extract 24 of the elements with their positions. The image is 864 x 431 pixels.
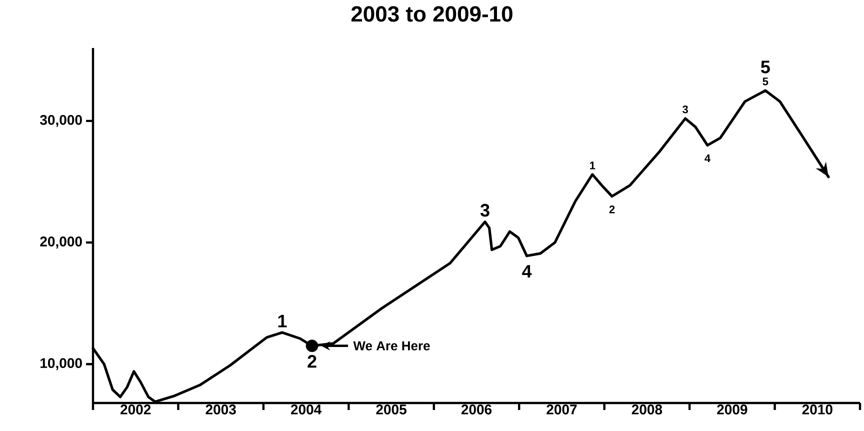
chart-title: 2003 to 2009-10 — [351, 6, 512, 22]
annotation: 3 — [480, 204, 490, 217]
annotation: 2 — [308, 355, 316, 368]
x-tick-label: 2002 — [120, 404, 151, 414]
annotation: 1 — [590, 162, 596, 170]
y-tick-label: 20,000 — [40, 236, 82, 248]
annotation: We Are Here — [353, 341, 430, 350]
x-tick-label: 2003 — [206, 404, 236, 414]
x-tick-label: 2006 — [461, 404, 492, 414]
annotation: 5 — [762, 78, 768, 86]
annotation: 1 — [278, 314, 287, 328]
x-tick-label: 2004 — [290, 404, 322, 414]
annotation: 4 — [704, 154, 710, 162]
x-tick-label: 2005 — [376, 404, 406, 414]
annotation: 5 — [760, 60, 770, 74]
x-tick-label: 2010 — [802, 404, 832, 414]
x-tick-label: 2008 — [632, 404, 662, 414]
x-tick-label: 2007 — [546, 404, 577, 414]
annotation: 4 — [522, 265, 532, 278]
annotation: 3 — [682, 106, 688, 114]
y-tick-label: 10,000 — [40, 358, 82, 370]
annotation: 2 — [609, 206, 615, 214]
x-tick-label: 2009 — [717, 404, 748, 414]
y-tick-label: 30,000 — [40, 114, 82, 127]
